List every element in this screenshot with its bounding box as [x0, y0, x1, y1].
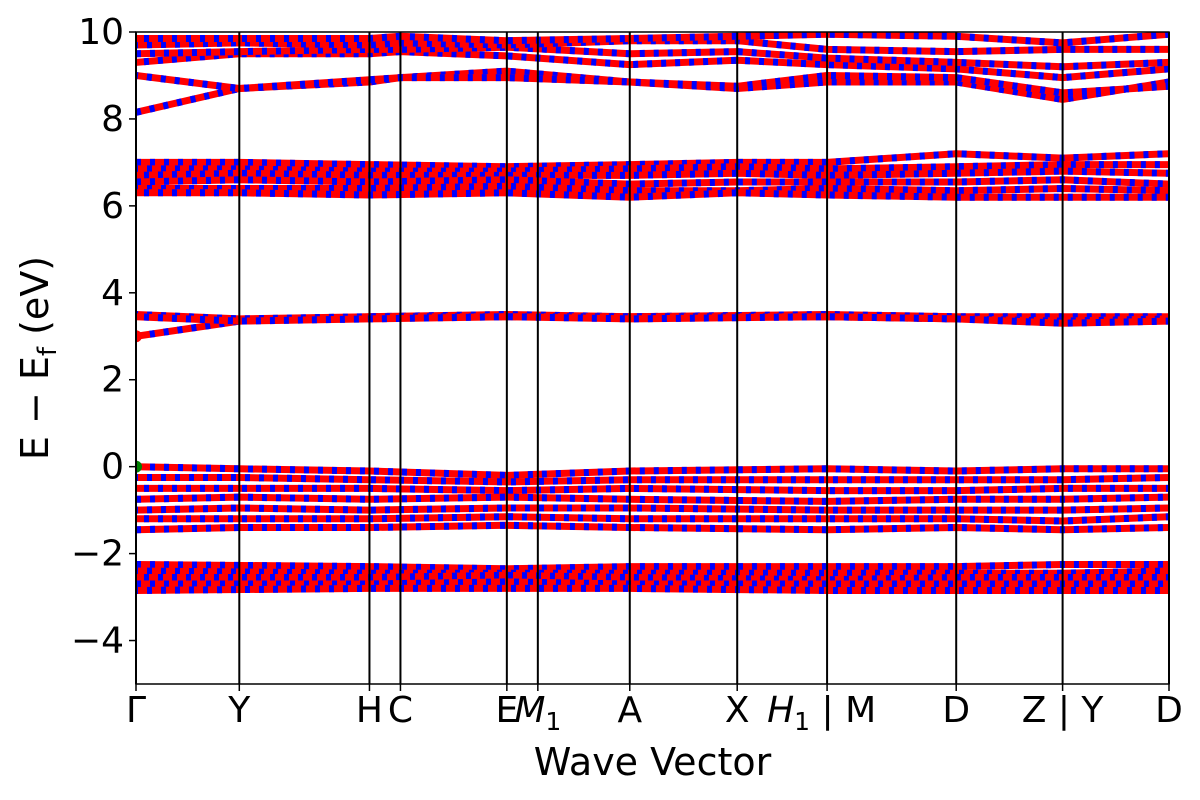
band-line-overlay [136, 567, 1169, 577]
x-axis-ticks: Γ Y H C EM1 A X H1 | M D Z | Y D [126, 684, 1183, 736]
plot-frame [135, 31, 1170, 685]
band-line-overlay [136, 561, 1169, 573]
band-edge-marker-red [136, 330, 142, 343]
band-group-conduction-mid [136, 310, 1169, 340]
band-group-conduction-top [136, 32, 1169, 116]
x-tick-label: X [725, 690, 750, 731]
x-tick-label: Γ [126, 690, 146, 731]
y-tick-label: 2 [101, 360, 124, 401]
x-tick-label: M1 [514, 690, 561, 736]
band-line-overlay [136, 584, 1169, 594]
band-line-overlay [136, 150, 1169, 171]
y-axis-label-unit: (eV) [13, 256, 57, 347]
band-line [136, 167, 1169, 179]
band-line-overlay [136, 67, 1169, 116]
band-line-overlay [136, 32, 1169, 47]
band-edge-marker-green [136, 460, 142, 473]
y-axis-label-main: E − E [13, 356, 57, 460]
x-tick-label: D [1155, 690, 1183, 731]
x-tick-label: Y [227, 690, 251, 731]
band-line-overlay [136, 571, 1169, 584]
band-line-overlay [136, 513, 1169, 525]
x-tick-label: D [942, 690, 970, 731]
band-line-overlay [136, 313, 1169, 327]
x-tick-label: H1 | M [767, 690, 876, 736]
y-tick-label: −4 [71, 621, 124, 662]
band-line-overlay [136, 182, 1169, 195]
x-tick-label: H [356, 690, 383, 731]
band-line [136, 189, 1169, 201]
y-tick-label: 0 [101, 447, 124, 488]
y-tick-label: 4 [101, 273, 124, 314]
band-line-overlay [136, 161, 1169, 175]
y-axis-label-sub: f [33, 346, 63, 356]
band-group-valence-low [136, 561, 1169, 594]
band-group-valence-top [136, 463, 1169, 534]
x-tick-label: C [388, 690, 413, 731]
y-tick-label: 10 [78, 12, 124, 53]
band-group-conduction-upper [136, 150, 1169, 201]
y-axis-ticks: −4 −2 0 2 4 6 8 10 [71, 12, 136, 662]
y-axis-label: E − Ef (eV) [13, 256, 63, 460]
x-tick-label: A [617, 690, 642, 731]
band-line-overlay [136, 484, 1169, 495]
band-line-overlay [136, 176, 1169, 188]
band-line-overlay [136, 48, 1169, 82]
x-tick-label: E [495, 690, 518, 731]
x-tick-label: Z | Y [1022, 690, 1105, 731]
band-line-overlay [136, 578, 1169, 588]
y-tick-label: −2 [71, 534, 124, 575]
x-axis-label: Wave Vector [534, 740, 772, 784]
plot-area [136, 32, 1169, 594]
y-tick-label: 6 [101, 186, 124, 227]
y-tick-label: 8 [101, 99, 124, 140]
